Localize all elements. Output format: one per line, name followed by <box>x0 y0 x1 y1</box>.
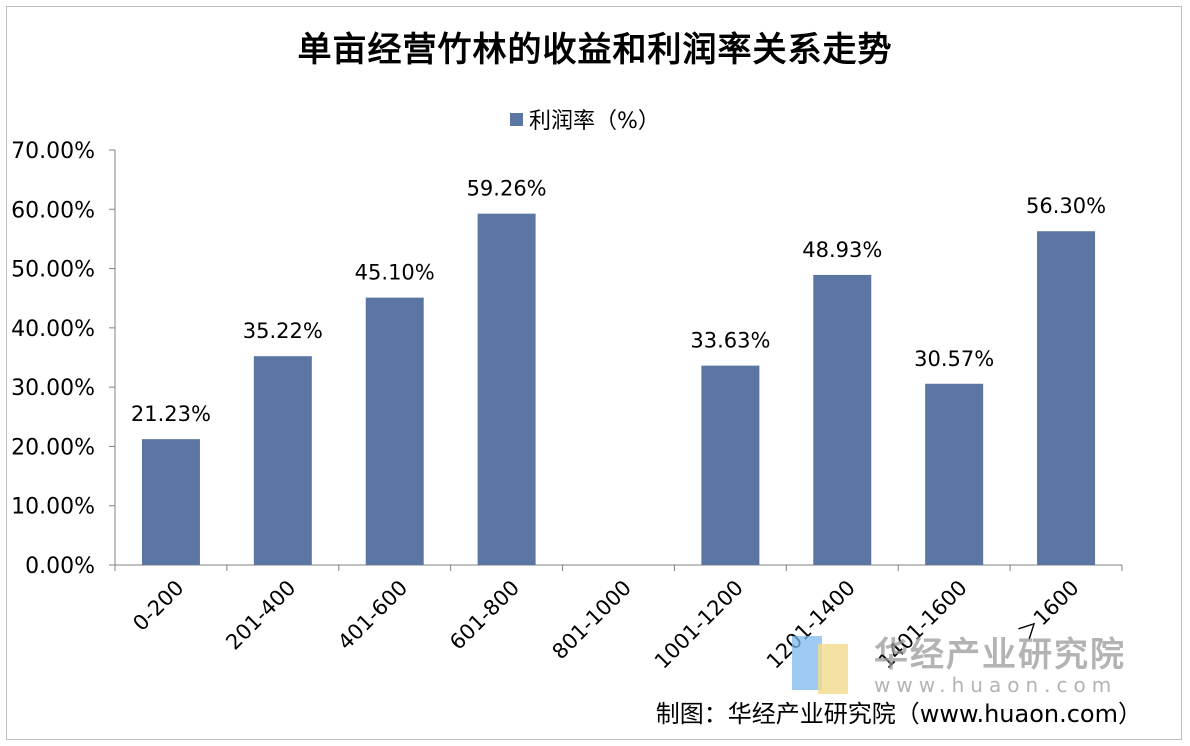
watermark-logo-icon <box>792 636 856 696</box>
source-note: 制图：华经产业研究院（www.huaon.com） <box>655 700 1142 728</box>
data-label: 30.57% <box>914 347 994 371</box>
data-label: 35.22% <box>243 319 323 343</box>
y-tick-label: 60.00% <box>11 198 95 223</box>
bar <box>701 365 760 565</box>
y-tick-label: 40.00% <box>11 317 95 342</box>
watermark: 华经产业研究院 www.huaon.com <box>792 636 1126 696</box>
bar <box>141 439 200 565</box>
bar <box>477 213 536 565</box>
y-tick-label: 70.00% <box>11 139 95 164</box>
legend-label: 利润率（%） <box>529 109 660 134</box>
x-tick-label: 601-800 <box>445 576 524 655</box>
y-tick-label: 0.00% <box>25 554 95 579</box>
x-tick-label: 1001-1200 <box>650 576 748 674</box>
data-label: 56.30% <box>1026 194 1106 218</box>
data-label: 45.10% <box>355 261 435 285</box>
y-tick-label: 10.00% <box>11 495 95 520</box>
y-tick-label: 50.00% <box>11 258 95 283</box>
legend: 利润率（%） <box>510 104 660 134</box>
data-label: 21.23% <box>131 402 211 426</box>
y-tick-label: 20.00% <box>11 435 95 460</box>
bar <box>253 356 312 565</box>
data-label: 59.26% <box>467 177 547 201</box>
legend-swatch <box>510 112 523 126</box>
x-tick-label: 401-600 <box>333 576 412 655</box>
data-label: 33.63% <box>690 329 770 353</box>
x-tick-label: 0-200 <box>128 576 188 636</box>
watermark-name: 华经产业研究院 <box>874 635 1126 675</box>
chart-title: 单亩经营竹林的收益和利润率关系走势 <box>297 30 893 70</box>
x-tick-label: 201-400 <box>221 576 300 655</box>
x-tick-label: 801-1000 <box>548 576 636 664</box>
bar <box>925 383 984 565</box>
bar <box>813 274 872 565</box>
data-label: 48.93% <box>802 238 882 262</box>
watermark-url: www.huaon.com <box>874 673 1118 697</box>
bar <box>365 297 424 565</box>
chart-frame <box>6 6 1182 740</box>
y-tick-label: 30.00% <box>11 376 95 401</box>
bar <box>1037 231 1096 565</box>
